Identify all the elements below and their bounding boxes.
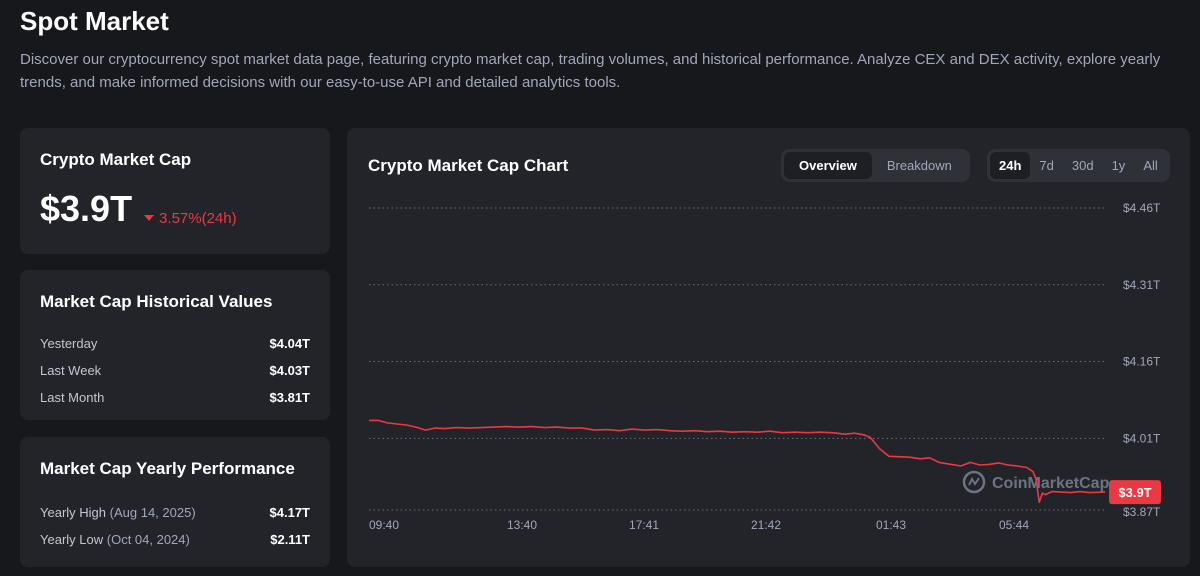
historical-row-value: $4.04T [269,336,310,351]
yearly-performance-card: Market Cap Yearly Performance Yearly Hig… [20,437,330,567]
page-title: Spot Market [20,6,169,36]
historical-values-card: Market Cap Historical Values Yesterday $… [20,270,330,420]
yearly-high-label: Yearly High [40,505,107,520]
yearly-row-label: Yearly Low (Oct 04, 2024) [40,532,190,547]
series-line [369,419,1106,504]
x-tick-label: 21:42 [751,518,781,532]
range-tabs: 24h 7d 30d 1y All [987,149,1170,182]
historical-row-value: $3.81T [269,390,310,405]
tab-overview[interactable]: Overview [784,152,872,179]
y-tick-label: $4.16T [1123,355,1161,369]
page-description: Discover our cryptocurrency spot market … [20,51,1161,91]
historical-values-list: Yesterday $4.04T Last Week $4.03T Last M… [40,330,310,411]
yearly-performance-title: Market Cap Yearly Performance [40,459,295,478]
yearly-performance-list: Yearly High (Aug 14, 2025) $4.17T Yearly… [40,499,310,553]
market-cap-change-text: 3.57%(24h) [159,209,237,227]
yearly-low-label: Yearly Low [40,532,104,547]
x-tick-label: 13:40 [507,518,537,532]
yearly-high-value: $4.17T [269,505,310,520]
yearly-row: Yearly High (Aug 14, 2025) $4.17T [40,499,310,526]
chart-title: Crypto Market Cap Chart [368,156,569,175]
caret-down-icon [144,215,155,221]
range-1y[interactable]: 1y [1111,158,1126,173]
historical-row: Last Week $4.03T [40,357,310,384]
view-tabs: Overview Breakdown [781,149,970,182]
market-cap-title: Crypto Market Cap [40,150,192,169]
yearly-low-date: (Oct 04, 2024) [106,532,190,547]
historical-row: Last Month $3.81T [40,384,310,411]
x-tick-label: 05:44 [999,518,1029,532]
x-tick-label: 17:41 [629,518,659,532]
y-tick-label: $4.01T [1123,431,1161,445]
market-cap-card: Crypto Market Cap $3.9T 3.57%(24h) [20,128,330,254]
current-value-marker: $3.9T [1109,480,1161,505]
yearly-row: Yearly Low (Oct 04, 2024) $2.11T [40,526,310,553]
chart-watermark: CoinMarketCap [962,470,1110,494]
tab-breakdown[interactable]: Breakdown [886,158,952,173]
range-30d[interactable]: 30d [1071,158,1094,173]
range-all[interactable]: All [1143,158,1158,173]
chart-series [369,419,1106,504]
historical-row-value: $4.03T [269,363,310,378]
y-tick-label: $4.46T [1123,201,1161,215]
historical-values-title: Market Cap Historical Values [40,292,273,311]
yearly-high-date: (Aug 14, 2025) [109,505,196,520]
coinmarketcap-logo-icon [962,470,986,494]
y-tick-label: $3.87T [1123,505,1161,519]
range-24h[interactable]: 24h [990,152,1031,179]
market-cap-chart-card: CoinMarketCap $4.46T $4.31T $4.16T $4.01T $3… [347,128,1190,567]
current-value-badge [1109,480,1161,505]
chart-grid [369,207,1105,511]
chart-y-axis: $4.46T $4.31T $4.16T $4.01T $3.87T [1123,201,1161,519]
watermark-text: CoinMarketCap [992,475,1110,492]
x-tick-label: 09:40 [369,518,399,532]
market-cap-chart: CoinMarketCap $4.46T $4.31T $4.16T $4.01T $3… [369,201,1161,532]
market-cap-change: 3.57%(24h) [144,210,237,227]
yearly-row-label: Yearly High (Aug 14, 2025) [40,505,196,520]
historical-row-label: Yesterday [40,336,98,351]
yearly-low-value: $2.11T [270,532,310,547]
x-tick-label: 01:43 [876,518,906,532]
historical-row: Yesterday $4.04T [40,330,310,357]
y-tick-label: $4.31T [1123,278,1161,292]
chart-x-axis: 09:40 13:40 17:41 21:42 01:43 05:44 [369,518,1029,532]
market-cap-value: $3.9T [40,188,133,229]
historical-row-label: Last Week [40,363,102,378]
current-value-label: $3.9T [1118,485,1151,500]
historical-row-label: Last Month [40,390,105,405]
range-7d[interactable]: 7d [1039,158,1054,173]
